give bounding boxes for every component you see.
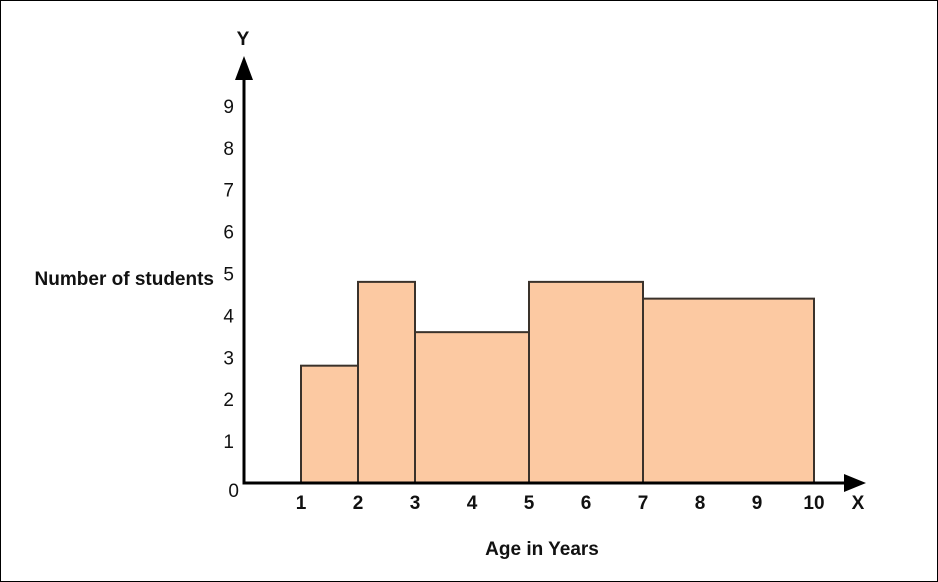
histogram-bar-2-3 [357, 280, 416, 484]
histogram-bar-1-2 [300, 364, 359, 484]
y-tick-label-4: 4 [223, 306, 234, 327]
x-axis-arrowhead-icon [844, 474, 866, 492]
x-tick-label-5: 5 [524, 493, 535, 514]
y-axis-title: Number of students [35, 269, 214, 290]
x-tick-label-7: 7 [638, 493, 649, 514]
y-tick-label-6: 6 [223, 223, 234, 244]
origin-tick-label: 0 [228, 481, 239, 502]
histogram-bar-3-5 [414, 331, 530, 484]
y-tick-label-8: 8 [223, 139, 234, 160]
histogram-bar-5-7 [528, 280, 644, 484]
y-axis-letter: Y [237, 29, 250, 50]
y-tick-label-1: 1 [223, 432, 234, 453]
y-tick-label-7: 7 [223, 181, 234, 202]
y-tick-label-9: 9 [223, 97, 234, 118]
y-axis-arrowhead-icon [235, 56, 253, 80]
x-tick-label-6: 6 [581, 493, 592, 514]
y-tick-label-3: 3 [223, 348, 234, 369]
x-tick-label-9: 9 [752, 493, 763, 514]
y-tick-label-2: 2 [223, 390, 234, 411]
x-tick-label-3: 3 [410, 493, 421, 514]
x-tick-label-10: 10 [803, 493, 824, 514]
x-axis-title: Age in Years [485, 539, 599, 560]
y-tick-label-5: 5 [223, 265, 234, 286]
x-tick-label-2: 2 [353, 493, 364, 514]
x-tick-label-8: 8 [695, 493, 706, 514]
chart-generated-layer: 1 2 3 4 5 6 7 8 9 1 2 3 4 5 6 7 8 9 10 [223, 56, 866, 514]
x-axis-letter: X [852, 493, 865, 514]
x-tick-label-1: 1 [296, 493, 307, 514]
histogram-bar-7-10 [642, 297, 815, 485]
x-tick-label-4: 4 [467, 493, 478, 514]
